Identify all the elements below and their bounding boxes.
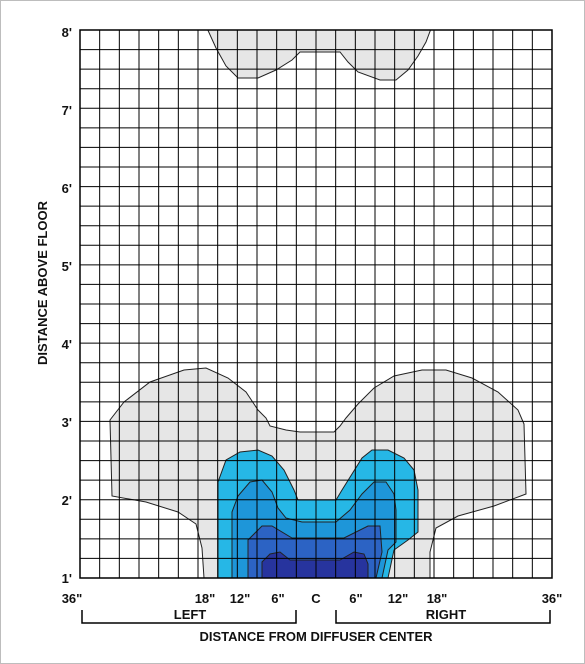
x-tick-36-right: 36" [542, 591, 563, 606]
x-tick-center: C [311, 591, 321, 606]
y-tick-8: 8' [62, 25, 72, 40]
x-tick-6-left: 6" [271, 591, 284, 606]
x-tick-36-left: 36" [62, 591, 83, 606]
grid-border [79, 29, 553, 579]
right-label: RIGHT [426, 607, 467, 622]
y-axis-title: DISTANCE ABOVE FLOOR [35, 200, 50, 365]
y-tick-2: 2' [62, 493, 72, 508]
zone-4 [261, 551, 369, 578]
y-tick-3: 3' [62, 415, 72, 430]
x-axis-title: DISTANCE FROM DIFFUSER CENTER [199, 629, 433, 644]
y-tick-1: 1' [62, 571, 72, 586]
lower-outer-zone [109, 367, 527, 578]
y-tick-5: 5' [62, 259, 72, 274]
y-tick-6: 6' [62, 181, 72, 196]
x-tick-18-left: 18" [195, 591, 216, 606]
x-tick-6-right: 6" [349, 591, 362, 606]
x-tick-12-right: 12" [388, 591, 409, 606]
y-tick-labels: 1' 2' 3' 4' 5' 6' 7' 8' [62, 25, 72, 586]
y-tick-7: 7' [62, 103, 72, 118]
left-label: LEFT [174, 607, 207, 622]
x-tick-labels: 36" 18" 12" 6" C 6" 12" 18" 36" [62, 591, 563, 606]
x-tick-18-right: 18" [427, 591, 448, 606]
upper-outer-zone [207, 30, 432, 81]
grid [80, 30, 552, 578]
x-tick-12-left: 12" [230, 591, 251, 606]
right-bracket [335, 610, 551, 624]
left-bracket [81, 610, 297, 624]
y-tick-4: 4' [62, 337, 72, 352]
pattern-regions [109, 30, 527, 578]
